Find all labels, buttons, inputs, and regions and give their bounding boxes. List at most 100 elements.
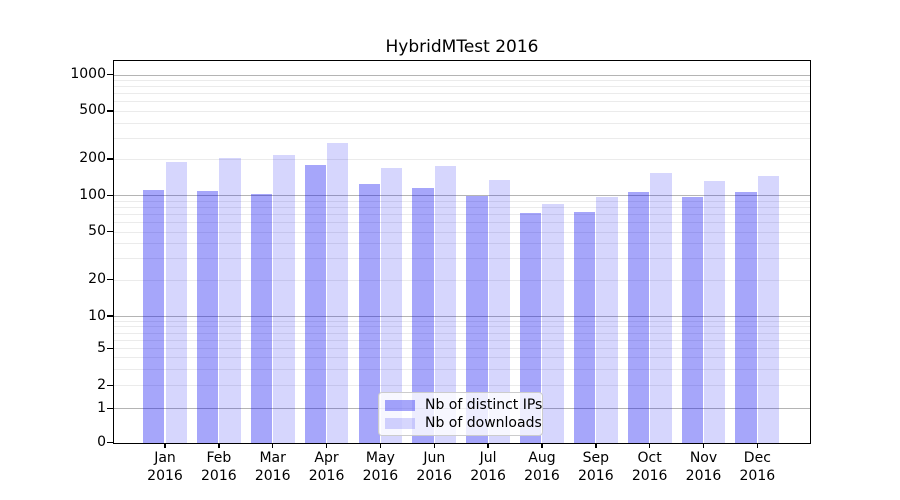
x-tick-mark <box>487 443 489 448</box>
y-tick-label: 10 <box>88 307 106 324</box>
gridline-major <box>114 74 810 76</box>
gridline-minor <box>114 332 810 334</box>
y-tick-mark <box>107 194 113 197</box>
chart-title: HybridMTest 2016 <box>385 37 539 57</box>
x-tick-mark <box>756 443 759 448</box>
gridline-minor <box>114 110 810 112</box>
bar-downloads <box>704 181 726 443</box>
x-tick-mark <box>325 443 328 448</box>
gridline-minor <box>114 222 810 224</box>
y-tick-label: 0 <box>97 434 106 451</box>
x-tick-mark <box>433 443 435 448</box>
gridline-minor <box>114 214 810 215</box>
bar-downloads <box>434 165 457 443</box>
gridline-minor <box>114 368 810 370</box>
gridline-minor <box>114 207 810 208</box>
gridline-minor <box>114 258 810 260</box>
x-tick-mark <box>648 443 651 448</box>
gridline-minor <box>114 339 810 341</box>
plot-area <box>113 60 811 444</box>
bar-downloads <box>380 168 403 443</box>
x-tick-mark <box>271 443 274 448</box>
gridline-major <box>114 316 810 318</box>
y-tick-mark <box>107 384 113 387</box>
y-tick-label: 5 <box>97 339 106 356</box>
bar-downloads <box>542 204 564 443</box>
x-tick-label: Jul 2016 <box>470 450 506 484</box>
y-tick-label: 500 <box>79 102 106 119</box>
bar-distinct-ips <box>358 184 380 443</box>
gridline-minor <box>114 158 810 160</box>
bar-downloads <box>650 172 672 443</box>
x-tick-mark <box>595 443 597 448</box>
y-tick-mark <box>107 441 113 444</box>
legend-item-distinct-ips: Nb of distinct IPs <box>385 397 542 413</box>
bar-distinct-ips <box>735 191 757 443</box>
y-tick-label: 2 <box>97 376 106 393</box>
legend-item-downloads: Nb of downloads <box>385 415 542 431</box>
gridline-major <box>114 195 810 197</box>
y-tick-label: 200 <box>79 150 106 167</box>
bar-distinct-ips <box>250 194 273 443</box>
y-tick-label: 50 <box>88 223 106 240</box>
y-tick-mark <box>107 347 113 350</box>
gridline-minor <box>114 200 810 202</box>
bar-downloads <box>219 157 241 443</box>
x-tick-label: Apr 2016 <box>308 450 345 484</box>
gridline-minor <box>114 122 810 124</box>
gridline-minor <box>114 385 810 387</box>
y-tick-label: 100 <box>79 186 106 203</box>
legend-swatch-distinct-ips <box>385 399 415 411</box>
gridline-minor <box>114 326 810 328</box>
y-tick-label: 1000 <box>70 66 106 82</box>
bar-downloads <box>488 179 510 443</box>
y-tick-mark <box>107 110 113 112</box>
legend-label-distinct-ips: Nb of distinct IPs <box>425 397 543 413</box>
bar-distinct-ips <box>681 197 703 443</box>
x-tick-mark <box>541 443 543 448</box>
x-tick-label: Feb 2016 <box>201 450 237 484</box>
y-tick-mark <box>107 73 113 76</box>
x-tick-label: Oct 2016 <box>631 450 668 484</box>
plot-canvas <box>114 61 810 443</box>
x-tick-label: Aug 2016 <box>524 450 560 484</box>
x-tick-label: Dec 2016 <box>739 450 776 484</box>
bar-distinct-ips <box>304 165 327 443</box>
x-tick-label: Jan 2016 <box>147 450 183 484</box>
gridline-minor <box>114 137 810 139</box>
x-tick-mark <box>164 443 166 448</box>
gridline-minor <box>114 231 810 233</box>
gridline-minor <box>114 80 810 82</box>
legend: Nb of distinct IPs Nb of downloads <box>378 392 543 436</box>
gridline-minor <box>114 86 810 88</box>
bar-distinct-ips <box>196 191 219 443</box>
x-tick-label: Sep 2016 <box>577 450 614 484</box>
legend-swatch-downloads <box>385 417 415 429</box>
bar-distinct-ips <box>627 191 650 443</box>
gridline-minor <box>114 279 810 281</box>
x-tick-mark <box>379 443 382 448</box>
y-tick-mark <box>107 407 113 410</box>
x-tick-label: Mar 2016 <box>254 450 291 484</box>
bar-downloads <box>273 154 295 443</box>
gridline-minor <box>114 101 810 103</box>
y-tick-mark <box>107 315 113 317</box>
bar-downloads <box>165 161 187 443</box>
y-tick-label: 20 <box>88 271 106 288</box>
gridline-minor <box>114 320 810 322</box>
y-tick-mark <box>107 278 113 281</box>
gridline-minor <box>114 243 810 245</box>
gridline-minor <box>114 93 810 95</box>
x-tick-mark <box>218 443 220 448</box>
y-tick-mark <box>107 230 113 233</box>
bar-distinct-ips <box>573 211 596 443</box>
x-tick-mark <box>702 443 705 448</box>
bar-downloads <box>757 175 780 443</box>
gridline-minor <box>114 348 810 350</box>
x-tick-label: Jun 2016 <box>416 450 453 484</box>
y-tick-label: 1 <box>97 399 106 416</box>
bar-downloads <box>596 197 618 443</box>
bar-distinct-ips <box>412 187 434 443</box>
y-tick-mark <box>107 158 113 160</box>
